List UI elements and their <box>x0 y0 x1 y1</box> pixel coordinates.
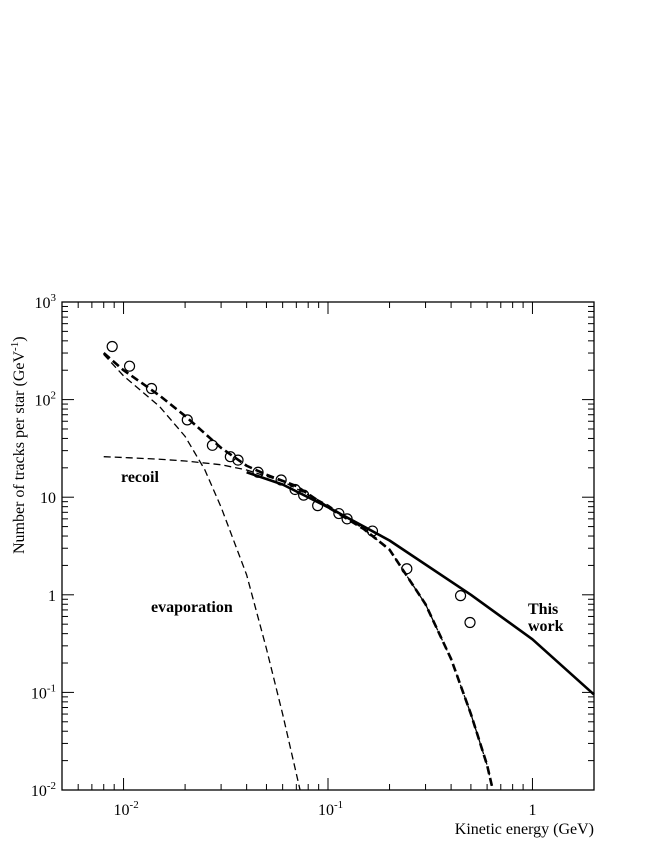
series-line-thin-dashed <box>103 456 494 791</box>
annotation-evaporation: evaporation <box>151 599 233 616</box>
tick-labels: 10-2 10-1 1 10-2 10-1 1 10 102 103 <box>31 292 537 819</box>
series-line-thick-solid <box>246 471 595 696</box>
series-line-thin-dashed <box>103 354 301 791</box>
data-point <box>232 454 244 466</box>
plot-frame <box>61 301 595 791</box>
y-tick-label: 102 <box>35 390 57 410</box>
major-ticks <box>62 301 594 791</box>
data-point <box>206 439 218 451</box>
data-point <box>181 414 193 426</box>
data-point <box>123 360 136 372</box>
y-tick-label: 1 <box>48 588 56 605</box>
data-point <box>454 590 467 602</box>
x-tick-label: 1 <box>528 802 536 819</box>
y-tick-label: 10 <box>40 490 56 507</box>
data-point <box>333 507 345 520</box>
y-tick-label: 10-2 <box>31 780 56 800</box>
y-tick-label: 103 <box>35 292 57 312</box>
annotation-this-work-line2: work <box>528 618 564 635</box>
y-tick-label: 10-1 <box>31 682 56 702</box>
x-tick-label: 10-1 <box>318 799 343 819</box>
x-tick-label: 10-2 <box>114 799 139 819</box>
data-point <box>106 340 118 353</box>
data-point <box>464 616 476 629</box>
series-layer <box>102 340 595 791</box>
annotation-recoil: recoil <box>121 469 159 486</box>
annotation-this-work-line1: This <box>528 601 558 618</box>
x-axis-label: Kinetic energy (GeV) <box>455 821 594 838</box>
data-point <box>224 451 236 463</box>
minor-ticks <box>61 302 595 790</box>
data-point <box>145 382 158 395</box>
y-axis-label: Number of tracks per star (GeV-1) <box>9 336 28 554</box>
